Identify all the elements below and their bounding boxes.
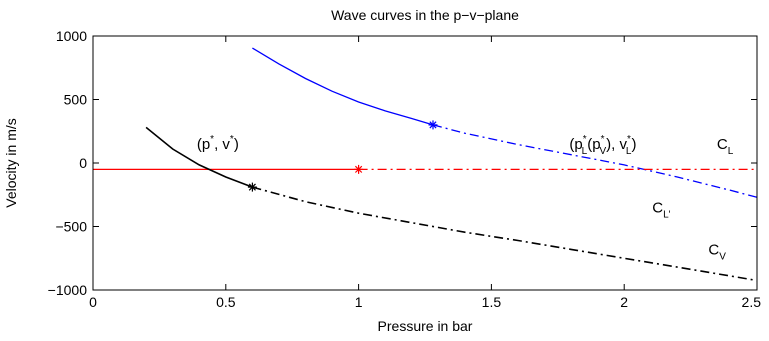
axes [92, 35, 758, 291]
series-line-1 [432, 124, 758, 198]
y-axis-title: Velocity in m/s [3, 118, 19, 207]
annotations: (p*, v*) (p* L(p* V), v* L) CL CL' CV [197, 134, 734, 262]
x-tick-label: 1 [355, 294, 363, 310]
data-point-marker-2 [247, 182, 257, 192]
x-axis-title: Pressure in bar [378, 318, 473, 334]
series-line-5 [252, 186, 758, 282]
annotation-c-l: CL [717, 136, 734, 157]
y-tick-label: 0 [79, 155, 87, 171]
data-point-marker-1 [354, 164, 364, 174]
plot-area [93, 47, 758, 282]
annotation-c-lp: CL' [652, 200, 670, 221]
x-tick-label: 2 [620, 294, 628, 310]
x-tick-label: 0.5 [216, 294, 236, 310]
series-line-0 [252, 47, 434, 126]
x-tick-label: 0 [89, 294, 97, 310]
annotation-pv-star: (p*, v*) [197, 134, 239, 153]
y-tick-label: 1000 [56, 28, 87, 44]
axes-box [92, 35, 758, 291]
annotation-c-v: CV [708, 241, 726, 262]
y-tick-label: −1000 [48, 282, 88, 298]
x-tick-label: 1.5 [482, 294, 502, 310]
chart-title: Wave curves in the p−v−plane [331, 7, 519, 23]
y-tick-label: −500 [55, 219, 87, 235]
x-ticks: 0 0.5 1 1.5 2 2.5 [89, 36, 761, 310]
data-point-marker-0 [428, 120, 438, 130]
annotation-pl-star: (p* L(p* V), v* L) [569, 134, 636, 157]
y-ticks: −1000 −500 0 500 1000 [48, 28, 757, 298]
y-tick-label: 500 [64, 92, 88, 108]
series-line-4 [145, 126, 253, 188]
x-tick-label: 2.5 [742, 294, 762, 310]
